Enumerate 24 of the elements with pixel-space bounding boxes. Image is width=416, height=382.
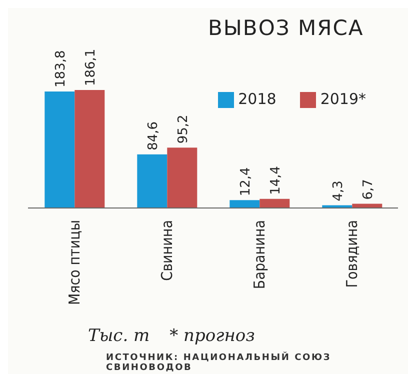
bar: [230, 200, 260, 208]
text: ИСТОЧНИК: НАЦИОНАЛЬНЫЙ СОЮЗ СВИНОВОДОВ: [106, 353, 332, 373]
legend-label: 2019*: [320, 90, 366, 108]
x-tick-label: Говядина: [342, 220, 361, 288]
chart-title: ВЫВОЗ МЯСА: [208, 16, 364, 40]
x-tick-label: Мясо птицы: [65, 220, 84, 306]
bar: [74, 90, 105, 208]
data-label: 12,4: [238, 167, 254, 196]
bar: [44, 91, 75, 208]
bar: [260, 198, 290, 208]
data-label: 14,4: [268, 166, 284, 195]
legend-label: 2018: [238, 90, 276, 108]
data-label: 84,6: [146, 121, 162, 150]
data-label: 6,7: [361, 179, 376, 200]
bar: [167, 148, 198, 208]
x-tick-label: Свинина: [158, 220, 176, 281]
data-label: 183,8: [54, 50, 69, 88]
data-label: 186,1: [84, 48, 99, 86]
data-label: 4,3: [331, 180, 346, 202]
x-tick-label: Баранина: [250, 220, 268, 290]
text: Тыс. т: [88, 326, 150, 346]
text: * прогноз: [170, 326, 255, 346]
data-label: 95,2: [176, 114, 192, 144]
bar: [137, 154, 168, 208]
